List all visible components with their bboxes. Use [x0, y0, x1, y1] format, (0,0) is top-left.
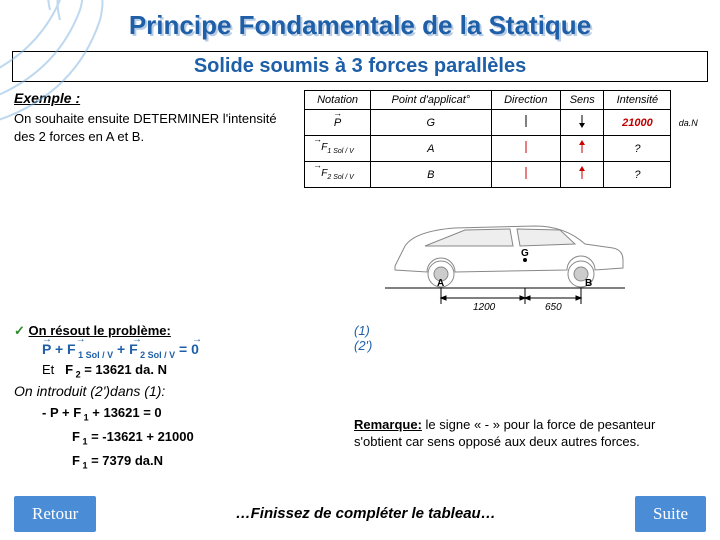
th-intensity: Intensité	[604, 91, 671, 110]
table-row: →P G 21000 da.N	[305, 110, 706, 136]
intro-line: On introduit (2')dans (1):	[14, 383, 344, 399]
step-2b: F 1 = 7379 da.N	[72, 453, 344, 471]
th-notation: Notation	[305, 91, 371, 110]
th-sens: Sens	[561, 91, 604, 110]
next-button[interactable]: Suite	[635, 496, 706, 532]
table-row: →F1 Sol / V A ?	[305, 136, 706, 162]
svg-text:650: 650	[545, 302, 562, 313]
eq-marker-2: (2')	[354, 338, 706, 353]
svg-text:B: B	[585, 278, 592, 289]
finish-text: …Finissez de compléter le tableau…	[108, 505, 623, 524]
svg-text:G: G	[521, 248, 529, 259]
forces-table: Notation Point d'applicat° Direction Sen…	[304, 90, 706, 188]
eq-marker-1: (1)	[354, 323, 706, 338]
subtitle: Solide soumis à 3 forces parallèles	[194, 55, 526, 77]
car-diagram: A G B 1200 650	[304, 196, 706, 321]
step-2a: F 1 = -13621 + 21000	[72, 429, 344, 447]
th-direction: Direction	[491, 91, 561, 110]
equation-2: Et F 2 = 13621 da. N	[42, 362, 344, 380]
th-point: Point d'applicat°	[371, 91, 491, 110]
equation-1: P + F 1 Sol / V + F 2 Sol / V = 0 → → → …	[42, 341, 344, 360]
svg-text:A: A	[437, 278, 444, 289]
page-title: Principe Fondamentale de la Statique Pri…	[0, 0, 720, 47]
step-1: - P + F 1 + 13621 = 0	[42, 405, 344, 423]
table-row: →F2 Sol / V B ?	[305, 162, 706, 188]
svg-text:1200: 1200	[473, 302, 496, 313]
remark: Remarque: le signe « - » pour la force d…	[354, 417, 706, 451]
back-button[interactable]: Retour	[14, 496, 96, 532]
